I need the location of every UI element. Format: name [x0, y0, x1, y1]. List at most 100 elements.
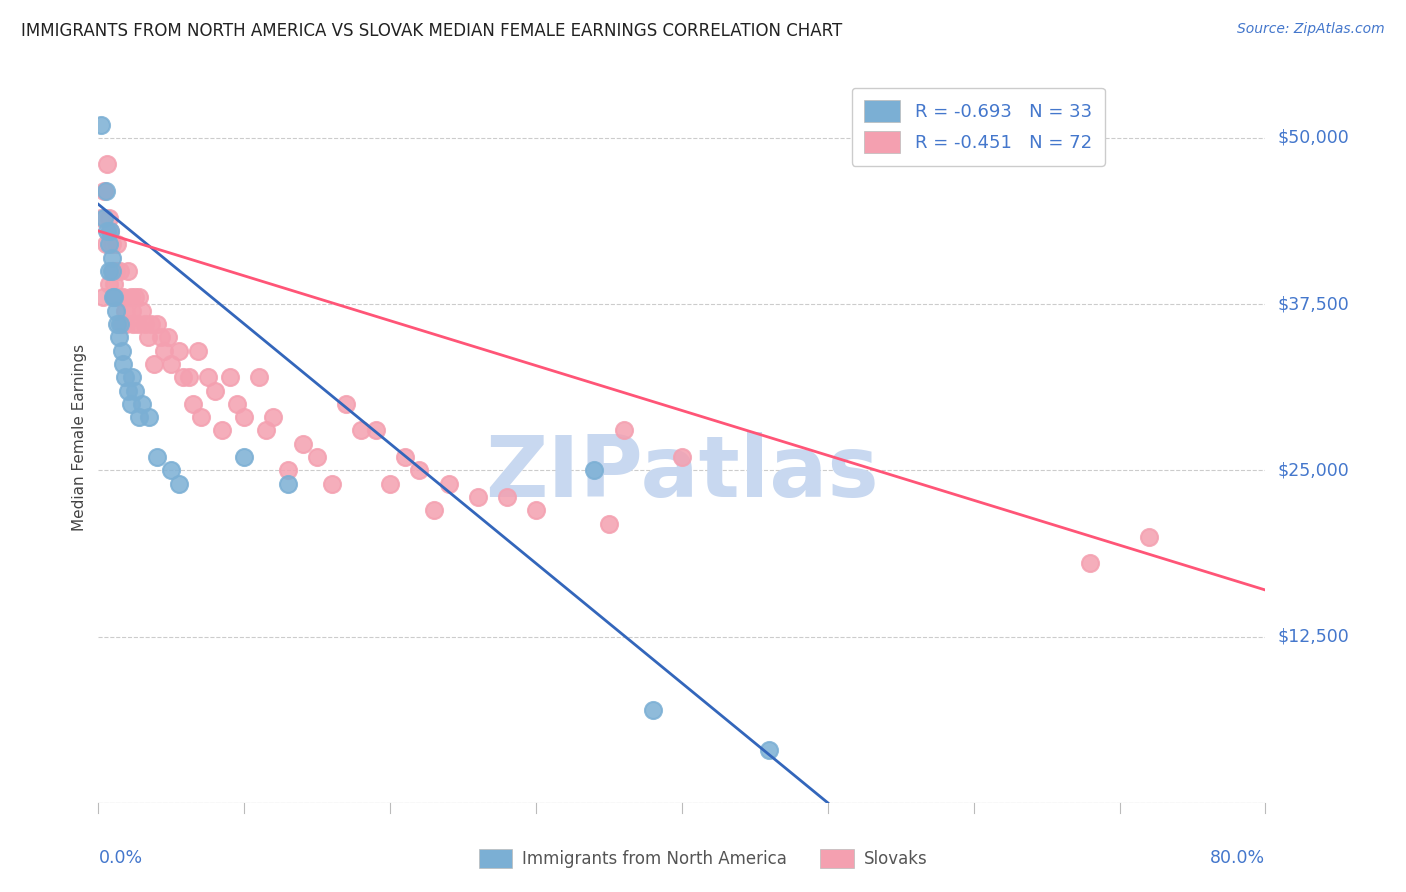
Point	[103, 290, 125, 304]
Point	[153, 343, 176, 358]
Point	[277, 476, 299, 491]
Point	[181, 397, 204, 411]
Point	[97, 277, 120, 292]
Point	[104, 303, 127, 318]
Point	[105, 237, 128, 252]
Point	[1137, 530, 1160, 544]
Point	[94, 237, 117, 252]
Point	[758, 742, 780, 756]
Point	[96, 224, 118, 238]
Point	[671, 450, 693, 464]
Point	[254, 424, 277, 438]
Point	[641, 703, 664, 717]
Point	[97, 237, 120, 252]
Legend: R = -0.693   N = 33, R = -0.451   N = 72: R = -0.693 N = 33, R = -0.451 N = 72	[852, 87, 1105, 166]
Point	[128, 410, 150, 425]
Point	[115, 317, 138, 331]
Point	[108, 330, 131, 344]
Point	[108, 290, 131, 304]
Point	[291, 436, 314, 450]
Point	[150, 330, 173, 344]
Point	[114, 303, 136, 318]
Point	[94, 184, 117, 198]
Point	[117, 264, 139, 278]
Point	[121, 303, 143, 318]
Point	[98, 224, 121, 238]
Y-axis label: Median Female Earnings: Median Female Earnings	[72, 343, 87, 531]
Point	[127, 317, 149, 331]
Point	[598, 516, 620, 531]
Point	[110, 264, 132, 278]
Point	[496, 490, 519, 504]
Point	[111, 343, 134, 358]
Point	[124, 384, 146, 398]
Point	[233, 410, 256, 425]
Text: ZIPatlas: ZIPatlas	[485, 432, 879, 516]
Point	[612, 424, 634, 438]
Text: $25,000: $25,000	[1277, 461, 1348, 479]
Point	[100, 264, 122, 278]
Point	[226, 397, 249, 411]
Point	[177, 370, 200, 384]
Point	[136, 330, 159, 344]
Text: $12,500: $12,500	[1277, 628, 1348, 646]
Point	[157, 330, 180, 344]
Point	[142, 357, 165, 371]
Point	[96, 157, 118, 171]
Point	[100, 237, 122, 252]
Point	[138, 410, 160, 425]
Point	[218, 370, 240, 384]
Point	[93, 184, 115, 198]
Point	[103, 277, 125, 292]
Point	[277, 463, 299, 477]
Text: 80.0%: 80.0%	[1211, 849, 1265, 867]
Point	[90, 211, 112, 225]
Point	[105, 290, 128, 304]
Point	[146, 450, 169, 464]
Point	[112, 357, 135, 371]
Point	[335, 397, 357, 411]
Text: $50,000: $50,000	[1277, 128, 1348, 147]
Point	[101, 290, 124, 304]
Point	[117, 384, 139, 398]
Point	[97, 211, 120, 225]
Point	[190, 410, 212, 425]
Text: $37,500: $37,500	[1277, 295, 1348, 313]
Point	[91, 290, 114, 304]
Point	[139, 317, 162, 331]
Point	[423, 503, 446, 517]
Point	[131, 303, 153, 318]
Point	[97, 264, 120, 278]
Point	[122, 317, 145, 331]
Text: Source: ZipAtlas.com: Source: ZipAtlas.com	[1237, 22, 1385, 37]
Point	[120, 397, 142, 411]
Point	[104, 264, 127, 278]
Point	[262, 410, 284, 425]
Point	[134, 317, 156, 331]
Point	[167, 476, 190, 491]
Point	[172, 370, 194, 384]
Point	[167, 343, 190, 358]
Point	[211, 424, 233, 438]
Point	[110, 317, 132, 331]
Point	[112, 290, 135, 304]
Point	[131, 397, 153, 411]
Point	[583, 463, 606, 477]
Point	[467, 490, 489, 504]
Point	[394, 450, 416, 464]
Point	[128, 290, 150, 304]
Point	[364, 424, 387, 438]
Point	[437, 476, 460, 491]
Point	[111, 317, 134, 331]
Text: IMMIGRANTS FROM NORTH AMERICA VS SLOVAK MEDIAN FEMALE EARNINGS CORRELATION CHART: IMMIGRANTS FROM NORTH AMERICA VS SLOVAK …	[21, 22, 842, 40]
Point	[120, 290, 142, 304]
Point	[100, 251, 122, 265]
Point	[98, 224, 121, 238]
Point	[187, 343, 209, 358]
Point	[204, 384, 226, 398]
Point	[121, 370, 143, 384]
Text: 0.0%: 0.0%	[98, 849, 142, 867]
Point	[380, 476, 402, 491]
Point	[307, 450, 329, 464]
Point	[408, 463, 430, 477]
